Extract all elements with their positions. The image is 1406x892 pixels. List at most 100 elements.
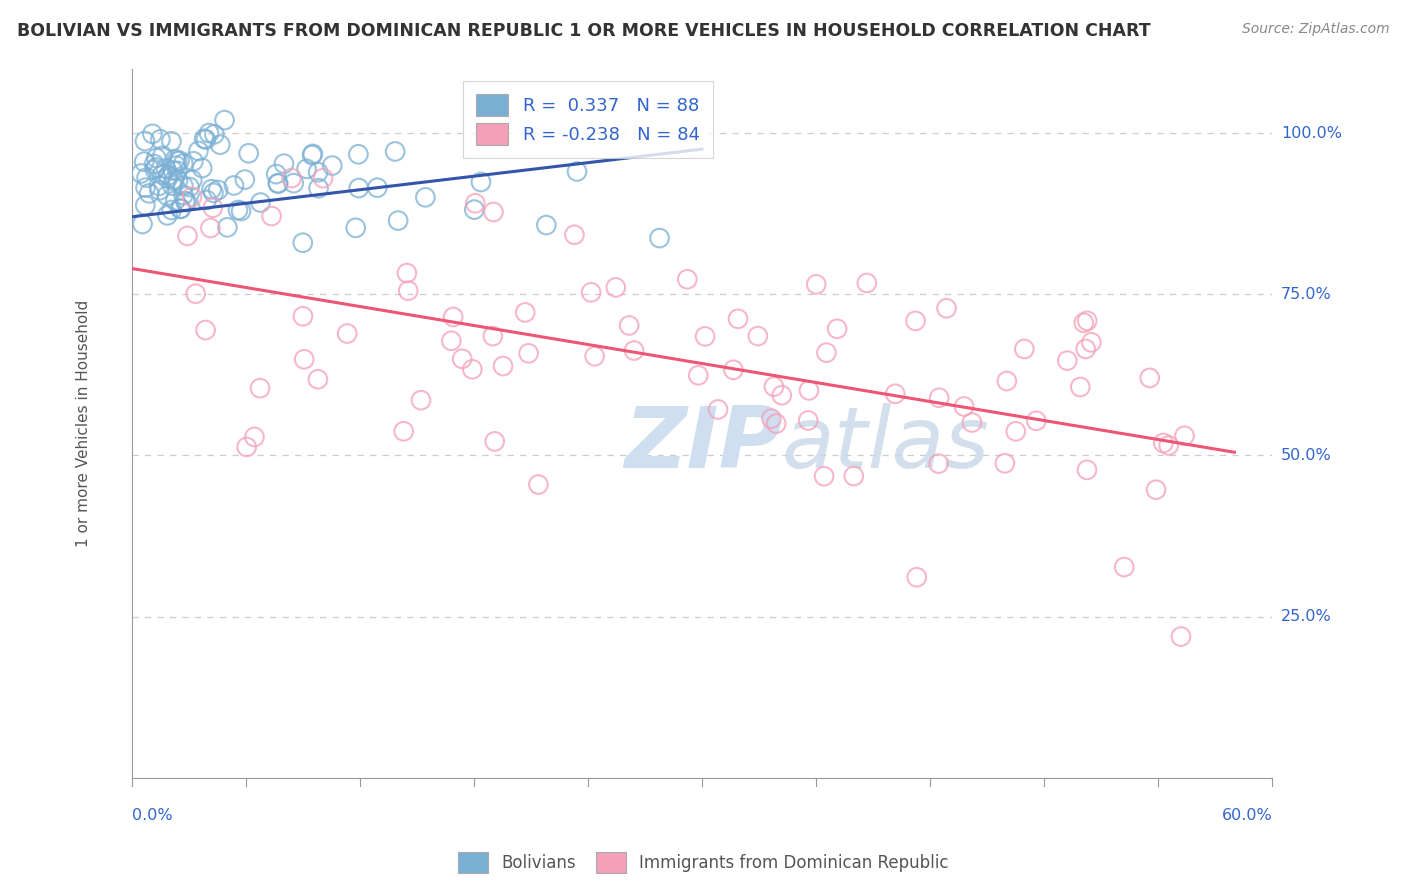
Point bbox=[623, 343, 645, 358]
Point bbox=[152, 149, 174, 163]
Point bbox=[249, 381, 271, 395]
Point bbox=[583, 349, 606, 363]
Point bbox=[238, 146, 260, 161]
Point bbox=[214, 113, 236, 128]
Point bbox=[166, 164, 188, 178]
Point bbox=[170, 202, 193, 216]
Point bbox=[307, 165, 329, 179]
Point bbox=[162, 178, 184, 193]
Point bbox=[148, 183, 170, 197]
Point bbox=[148, 178, 170, 193]
Point bbox=[1025, 414, 1047, 428]
Point bbox=[302, 147, 325, 161]
Point bbox=[928, 391, 950, 405]
Point bbox=[482, 205, 505, 219]
Point bbox=[194, 323, 217, 337]
Point bbox=[366, 180, 388, 194]
Point bbox=[1076, 463, 1098, 477]
Point bbox=[813, 469, 835, 483]
Point bbox=[172, 187, 194, 202]
Point bbox=[761, 411, 783, 425]
Point bbox=[249, 195, 271, 210]
Point bbox=[202, 186, 225, 200]
Point bbox=[1069, 380, 1091, 394]
Point bbox=[217, 220, 239, 235]
Point bbox=[470, 175, 492, 189]
Point bbox=[235, 440, 257, 454]
Point bbox=[273, 156, 295, 170]
Point bbox=[347, 181, 370, 195]
Point bbox=[312, 171, 335, 186]
Legend: Bolivians, Immigrants from Dominican Republic: Bolivians, Immigrants from Dominican Rep… bbox=[451, 846, 955, 880]
Point bbox=[187, 144, 209, 158]
Point bbox=[347, 147, 370, 161]
Point bbox=[184, 286, 207, 301]
Point bbox=[131, 217, 153, 231]
Point bbox=[134, 154, 156, 169]
Point bbox=[395, 266, 418, 280]
Point bbox=[167, 173, 190, 187]
Point bbox=[1076, 314, 1098, 328]
Point bbox=[1004, 425, 1026, 439]
Point bbox=[825, 322, 848, 336]
Point bbox=[482, 329, 505, 343]
Point bbox=[797, 413, 820, 427]
Point bbox=[138, 186, 160, 201]
Point bbox=[267, 176, 290, 190]
Point bbox=[1073, 316, 1095, 330]
Point bbox=[150, 168, 173, 182]
Point bbox=[387, 213, 409, 227]
Point bbox=[201, 201, 224, 215]
Point bbox=[264, 167, 287, 181]
Point bbox=[384, 145, 406, 159]
Point bbox=[409, 393, 432, 408]
Point bbox=[321, 159, 343, 173]
Text: 50.0%: 50.0% bbox=[1281, 448, 1331, 463]
Point bbox=[463, 202, 485, 217]
Point bbox=[129, 166, 152, 180]
Point bbox=[200, 182, 222, 196]
Text: 60.0%: 60.0% bbox=[1222, 808, 1272, 823]
Point bbox=[229, 204, 252, 219]
Point bbox=[226, 202, 249, 217]
Point bbox=[181, 173, 204, 187]
Point bbox=[953, 400, 976, 414]
Point bbox=[291, 235, 314, 250]
Legend: R =  0.337   N = 88, R = -0.238   N = 84: R = 0.337 N = 88, R = -0.238 N = 84 bbox=[464, 81, 713, 158]
Point bbox=[707, 402, 730, 417]
Point bbox=[797, 384, 820, 398]
Point bbox=[935, 301, 957, 316]
Point bbox=[198, 126, 221, 140]
Point bbox=[134, 134, 156, 148]
Point bbox=[1157, 438, 1180, 452]
Point bbox=[283, 176, 305, 190]
Point bbox=[928, 457, 950, 471]
Point bbox=[145, 151, 167, 165]
Point bbox=[195, 193, 218, 207]
Point bbox=[536, 218, 558, 232]
Point bbox=[165, 159, 187, 173]
Point bbox=[141, 127, 163, 141]
Point bbox=[209, 137, 232, 152]
Point bbox=[134, 198, 156, 212]
Point bbox=[905, 570, 928, 584]
Point bbox=[169, 153, 191, 168]
Point bbox=[166, 153, 188, 168]
Point bbox=[344, 220, 367, 235]
Point bbox=[995, 374, 1018, 388]
Point bbox=[156, 208, 179, 222]
Point bbox=[960, 416, 983, 430]
Point bbox=[517, 346, 540, 360]
Point bbox=[280, 171, 302, 186]
Text: 75.0%: 75.0% bbox=[1281, 286, 1331, 301]
Point bbox=[484, 434, 506, 449]
Point bbox=[765, 417, 787, 431]
Point bbox=[156, 171, 179, 186]
Point bbox=[222, 178, 245, 193]
Point bbox=[527, 477, 550, 491]
Point bbox=[194, 132, 217, 146]
Point bbox=[174, 194, 197, 208]
Point bbox=[415, 190, 437, 204]
Point bbox=[994, 456, 1017, 470]
Point bbox=[648, 231, 671, 245]
